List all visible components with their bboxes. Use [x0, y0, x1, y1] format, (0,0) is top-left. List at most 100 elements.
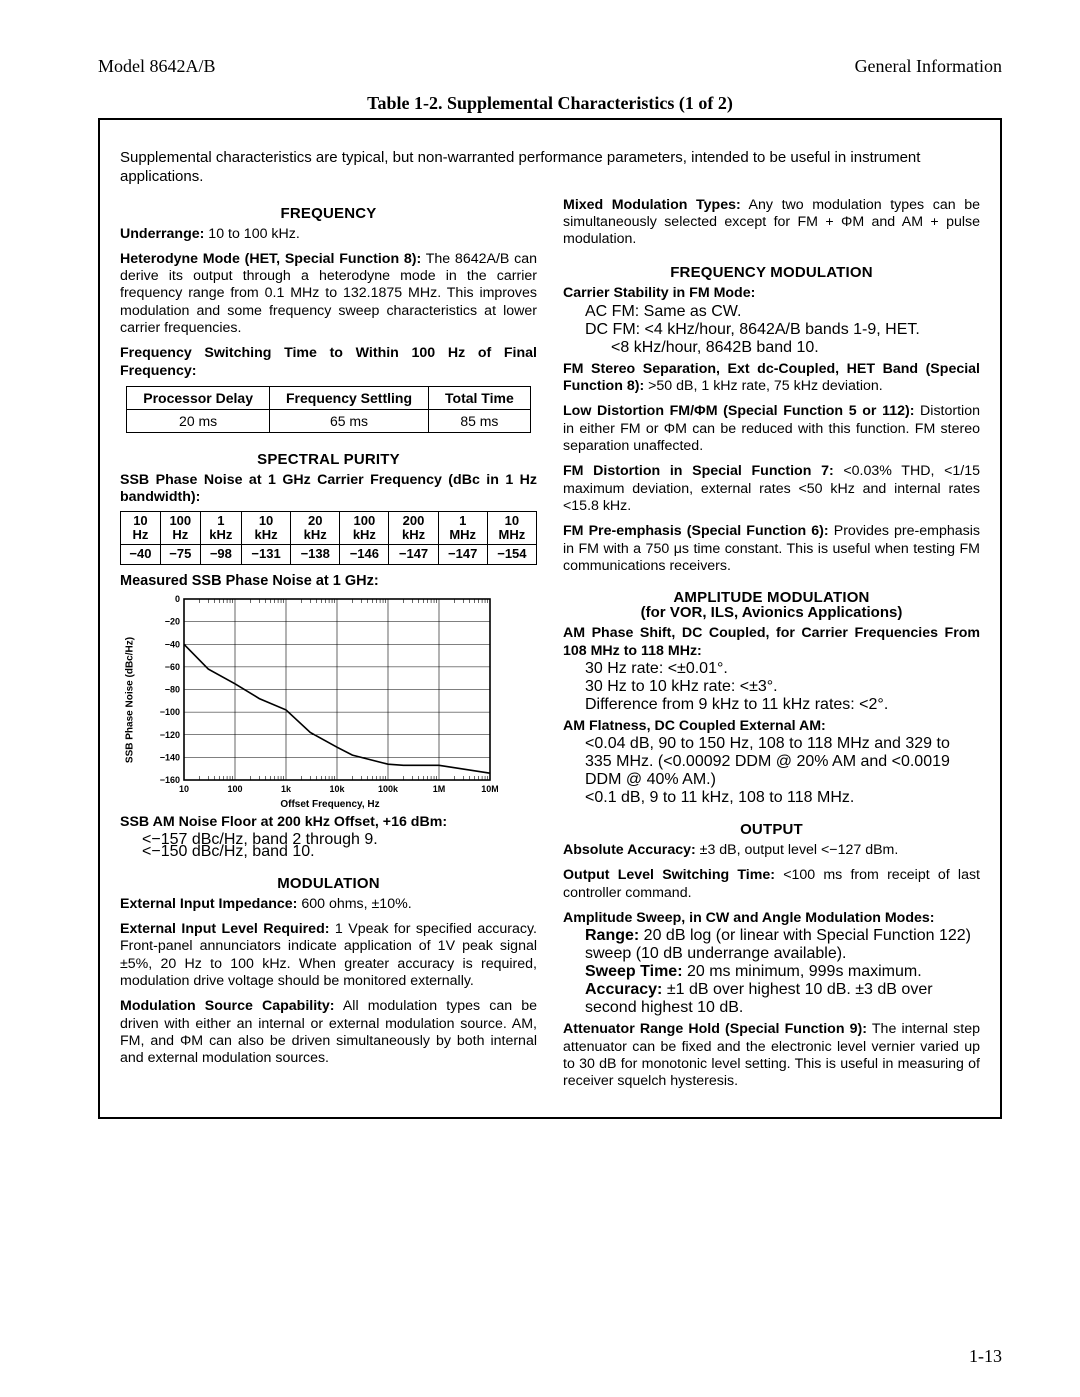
svg-text:−160: −160	[160, 775, 180, 785]
content-frame: Supplemental characteristics are typical…	[98, 118, 1002, 1119]
th-frequency-settling: Frequency Settling	[269, 387, 428, 410]
td: 65 ms	[269, 410, 428, 433]
sweep-time-text: 20 ms minimum, 999s maximum.	[683, 963, 922, 980]
td: −75	[160, 545, 200, 564]
lvl-label2: Output Level Switching Time:	[563, 867, 775, 883]
intro-text: Supplemental characteristics are typical…	[120, 149, 980, 187]
sweep-time-label: Sweep Time:	[585, 963, 683, 980]
sweep-range-label: Range:	[585, 927, 639, 944]
left-column: FREQUENCY Underrange: 10 to 100 kHz. Het…	[120, 197, 537, 1099]
th: 100Hz	[160, 511, 200, 545]
dist-label: FM Distortion in Special Function 7:	[563, 463, 834, 479]
svg-text:10M: 10M	[481, 784, 498, 794]
lvl-label: External Input Level Required:	[120, 921, 329, 937]
td: −40	[121, 545, 161, 564]
table-title: Table 1-2. Supplemental Characteristics …	[98, 93, 1002, 114]
svg-text:10k: 10k	[329, 784, 345, 794]
phase-noise-table: 10Hz 100Hz 1kHz 10kHz 20kHz 100kHz 200kH…	[120, 511, 537, 565]
td: −98	[200, 545, 241, 564]
modulation-head: MODULATION	[120, 875, 537, 892]
spectral-head: SPECTRAL PURITY	[120, 451, 537, 468]
measured-label: Measured SSB Phase Noise at 1 GHz:	[120, 573, 537, 589]
phase-noise-chart: SSB Phase Noise (dBc/Hz) 0−20−40−60−80−1…	[148, 593, 498, 808]
sweep-acc: Accuracy: ±1 dB over highest 10 dB. ±3 d…	[563, 981, 980, 1017]
mod-source: Modulation Source Capability: All modula…	[120, 998, 537, 1067]
fm-head: FREQUENCY MODULATION	[563, 264, 980, 281]
svg-text:−40: −40	[165, 639, 180, 649]
svg-text:10: 10	[179, 784, 189, 794]
freq-switch-table: Processor Delay Frequency Settling Total…	[126, 386, 530, 433]
svg-text:0: 0	[175, 594, 180, 604]
carrier-stab-label: Carrier Stability in FM Mode:	[563, 285, 980, 302]
header-right: General Information	[855, 56, 1002, 77]
sweep-range-text: 20 dB log (or linear with Special Functi…	[585, 927, 971, 962]
acc-text: ±3 dB, output level <−127 dBm.	[696, 842, 899, 858]
acc-label: Absolute Accuracy:	[563, 842, 696, 858]
underrange-label: Underrange:	[120, 226, 204, 242]
flat-l1: <0.04 dB, 90 to 150 Hz, 108 to 118 MHz a…	[563, 735, 980, 789]
mixed-label: Mixed Modulation Types:	[563, 197, 741, 213]
sweep-label: Amplitude Sweep, in CW and Angle Modulat…	[563, 910, 980, 927]
am-noise-label: SSB AM Noise Floor at 200 kHz Offset, +1…	[120, 814, 447, 830]
ssb-label: SSB Phase Noise at 1 GHz Carrier Frequen…	[120, 472, 537, 507]
imp-label: External Input Impedance:	[120, 896, 297, 912]
frequency-head: FREQUENCY	[120, 205, 537, 222]
het-label: Heterodyne Mode (HET, Special Function 8…	[120, 251, 421, 267]
am-flat-label: AM Flatness, DC Coupled External AM:	[563, 718, 980, 735]
flat-l2: <0.1 dB, 9 to 11 kHz, 108 to 118 MHz.	[563, 789, 980, 807]
table-row: Processor Delay Frequency Settling Total…	[127, 387, 530, 410]
low-label: Low Distortion FM/ΦM (Special Function 5…	[563, 403, 914, 419]
svg-text:−80: −80	[165, 684, 180, 694]
page-number: 1-13	[969, 1346, 1002, 1367]
atten-label: Attenuator Range Hold (Special Function …	[563, 1021, 867, 1037]
th: 10kHz	[241, 511, 290, 545]
svg-text:1k: 1k	[281, 784, 292, 794]
atten-hold: Attenuator Range Hold (Special Function …	[563, 1021, 980, 1090]
svg-text:−120: −120	[160, 729, 180, 739]
out-lvl-switch: Output Level Switching Time: <100 ms fro…	[563, 867, 980, 902]
imp-text: 600 ohms, ±10%.	[297, 896, 411, 912]
sweep-time: Sweep Time: 20 ms minimum, 999s maximum.	[563, 963, 980, 981]
td: 85 ms	[429, 410, 531, 433]
td: −154	[487, 545, 536, 564]
svg-text:100k: 100k	[378, 784, 399, 794]
stab-l3: <8 kHz/hour, 8642B band 10.	[563, 339, 980, 357]
th: 10Hz	[121, 511, 161, 545]
td: −138	[291, 545, 340, 564]
th: 10MHz	[487, 511, 536, 545]
phase-l2: 30 Hz to 10 kHz rate: <±3°.	[563, 678, 980, 696]
am-noise: SSB AM Noise Floor at 200 kHz Offset, +1…	[120, 814, 537, 831]
sep-text: >50 dB, 1 kHz rate, 75 kHz deviation.	[644, 378, 883, 394]
td: −147	[389, 545, 438, 564]
am-subhead: (for VOR, ILS, Avionics Applications)	[563, 604, 980, 621]
chart-svg: 0−20−40−60−80−100−120−140−160101001k10k1…	[148, 593, 498, 808]
page: Model 8642A/B General Information Table …	[0, 0, 1080, 1397]
stab-l2: DC FM: <4 kHz/hour, 8642A/B bands 1-9, H…	[563, 321, 980, 339]
header-left: Model 8642A/B	[98, 56, 216, 77]
src-label: Modulation Source Capability:	[120, 998, 335, 1014]
th-total-time: Total Time	[429, 387, 531, 410]
columns: FREQUENCY Underrange: 10 to 100 kHz. Het…	[120, 197, 980, 1099]
th-processor-delay: Processor Delay	[127, 387, 270, 410]
am-phase-label: AM Phase Shift, DC Coupled, for Carrier …	[563, 625, 980, 660]
ext-impedance: External Input Impedance: 600 ohms, ±10%…	[120, 896, 537, 913]
het-mode: Heterodyne Mode (HET, Special Function 8…	[120, 251, 537, 338]
svg-text:−100: −100	[160, 707, 180, 717]
td: −147	[438, 545, 487, 564]
phase-l3: Difference from 9 kHz to 11 kHz rates: <…	[563, 696, 980, 714]
page-header: Model 8642A/B General Information	[98, 56, 1002, 77]
svg-text:−20: −20	[165, 616, 180, 626]
sweep-acc-label: Accuracy:	[585, 981, 662, 998]
th: 100kHz	[340, 511, 389, 545]
fm-sep: FM Stereo Separation, Ext dc-Coupled, HE…	[563, 361, 980, 396]
fm-dist: FM Distortion in Special Function 7: <0.…	[563, 463, 980, 515]
th: 200kHz	[389, 511, 438, 545]
td: 20 ms	[127, 410, 270, 433]
pre-label: FM Pre-emphasis (Special Function 6):	[563, 523, 829, 539]
chart-xlabel: Offset Frequency, Hz	[280, 799, 379, 810]
th: 1kHz	[200, 511, 241, 545]
table-row: −40 −75 −98 −131 −138 −146 −147 −147 −15…	[121, 545, 537, 564]
output-head: OUTPUT	[563, 821, 980, 838]
td: −131	[241, 545, 290, 564]
svg-text:1M: 1M	[433, 784, 446, 794]
